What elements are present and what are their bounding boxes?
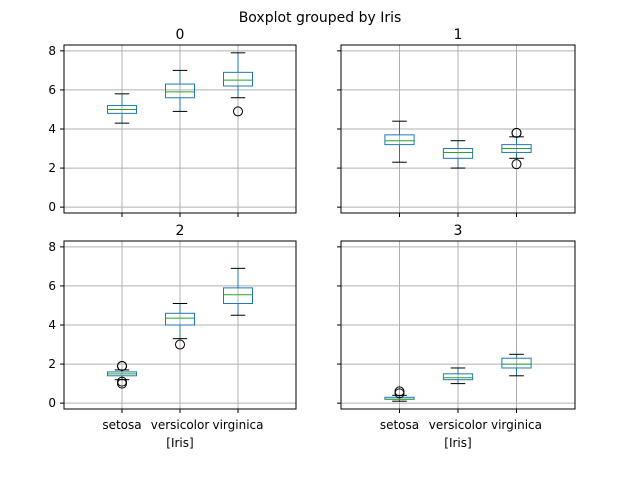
y-tick-label: 2 [48,357,56,371]
x-axis-label: [Iris] [166,436,193,450]
box-versicolor [442,140,474,169]
subplot-title: 0 [176,27,185,43]
box-versicolor [165,69,195,112]
box-setosa [107,93,137,124]
y-tick-label: 8 [48,240,56,254]
box-setosa [107,361,137,389]
x-axis-label: [Iris] [444,436,471,450]
box-versicolor [165,303,195,350]
box-setosa [384,386,415,402]
subplot-title: 2 [176,223,185,239]
y-tick-label: 4 [48,318,56,332]
box-body [442,373,474,381]
x-tick-label: virginica [491,418,542,432]
box-setosa [384,120,415,163]
subplot-title: 3 [454,223,463,239]
box-body [165,83,195,99]
x-tick-label: virginica [213,418,264,432]
box-body [442,148,474,159]
x-tick-label: versicolor [429,418,488,432]
subplot-title: 1 [454,27,463,43]
flier-point [233,106,243,117]
box-versicolor [442,367,474,385]
flier-point [511,127,522,138]
y-tick-label: 8 [48,44,56,58]
flier-point [175,339,185,350]
box-virginica [223,52,253,117]
box-body [223,71,253,87]
flier-point [511,159,522,170]
box-body [501,357,532,369]
subplot-1: 1 [337,27,576,217]
x-tick-label: versicolor [151,418,210,432]
y-tick-label: 2 [48,161,56,175]
y-tick-label: 6 [48,83,56,97]
box-body [165,312,195,326]
box-virginica [223,267,253,316]
box-body [384,134,415,146]
box-body [223,287,253,305]
flier-point [117,376,127,387]
flier-point [117,361,127,372]
figure-suptitle: Boxplot grouped by Iris [239,10,402,26]
y-tick-label: 0 [48,396,56,410]
box-virginica [501,127,532,170]
box-virginica [501,353,532,377]
x-tick-label: setosa [380,418,419,432]
y-tick-label: 6 [48,279,56,293]
y-tick-label: 0 [48,200,56,214]
y-tick-label: 4 [48,122,56,136]
flier-point [394,386,405,397]
subplot-2: 2 0 2 4 6 8 setosa versicolor virginica [Iris] [48,223,297,450]
subplot-3: 3 setosa versicolor virginica [Iris] [337,223,576,450]
subplot-0: 0 0 2 4 6 8 [48,27,297,217]
x-tick-label: setosa [102,418,141,432]
